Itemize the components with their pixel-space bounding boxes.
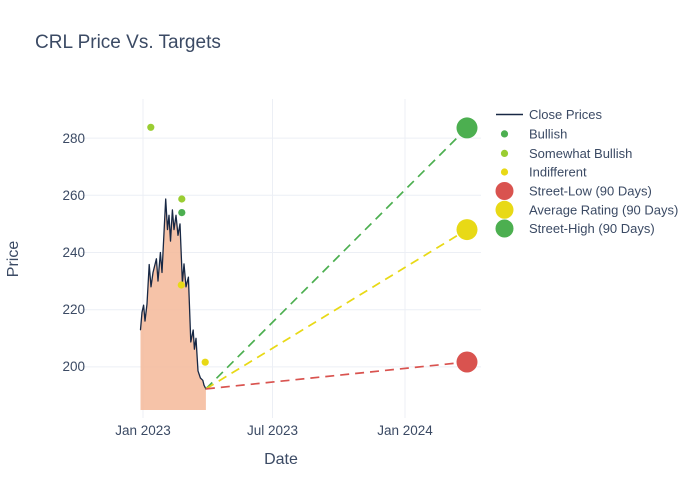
- svg-text:Street-High (90 Days): Street-High (90 Days): [529, 221, 655, 236]
- svg-text:Somewhat Bullish: Somewhat Bullish: [529, 146, 632, 161]
- svg-text:220: 220: [62, 302, 85, 317]
- svg-text:Date: Date: [264, 451, 298, 468]
- svg-text:Jan 2024: Jan 2024: [377, 423, 433, 438]
- svg-text:Jan 2023: Jan 2023: [115, 423, 171, 438]
- svg-text:Close Prices: Close Prices: [529, 107, 602, 122]
- svg-text:240: 240: [62, 245, 85, 260]
- svg-text:Average Rating (90 Days): Average Rating (90 Days): [529, 202, 678, 217]
- svg-text:Bullish: Bullish: [529, 127, 567, 142]
- svg-text:Jul 2023: Jul 2023: [247, 423, 298, 438]
- svg-text:260: 260: [62, 188, 85, 203]
- svg-text:280: 280: [62, 131, 85, 146]
- svg-text:Street-Low (90 Days): Street-Low (90 Days): [529, 184, 652, 199]
- svg-text:Price: Price: [5, 241, 22, 278]
- svg-text:Indifferent: Indifferent: [529, 165, 587, 180]
- svg-text:200: 200: [62, 359, 85, 374]
